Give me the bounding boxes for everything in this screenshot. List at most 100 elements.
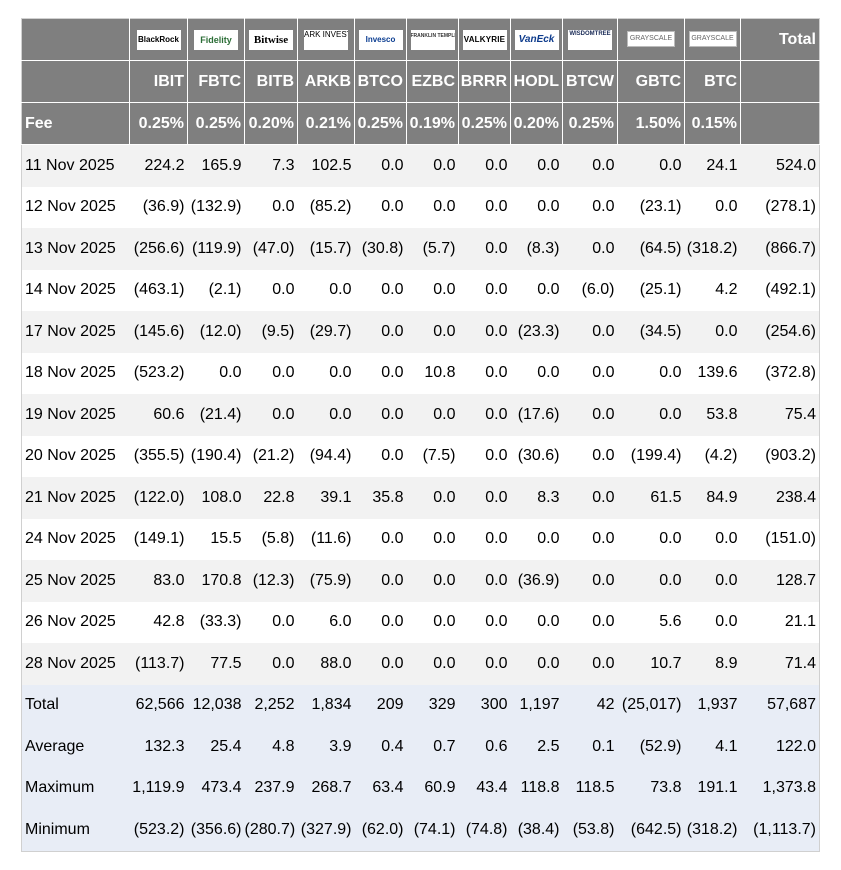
flow-cell: 108.0: [187, 477, 245, 519]
row-total-cell: (151.0): [740, 518, 820, 560]
flow-cell: (199.4): [617, 435, 685, 477]
flow-cell: 0.0: [244, 601, 298, 643]
flow-cell: 0.0: [458, 518, 511, 560]
flow-cell: 0.0: [354, 394, 407, 436]
flow-cell: 0.0: [562, 643, 618, 685]
flow-cell: (15.7): [297, 228, 355, 270]
fee-label: Fee: [21, 102, 130, 145]
flow-cell: 0.0: [684, 186, 741, 228]
summary-cell: 237.9: [244, 767, 298, 809]
summary-cell: (25,017): [617, 684, 685, 726]
summary-cell: 2.5: [510, 726, 563, 768]
flow-cell: 0.0: [617, 394, 685, 436]
summary-cell: 1,937: [684, 684, 741, 726]
flow-cell: 5.6: [617, 601, 685, 643]
ticker-corner-cell: [21, 60, 130, 103]
flow-cell: 0.0: [562, 186, 618, 228]
row-total-cell: (903.2): [740, 435, 820, 477]
summary-cell: 1,197: [510, 684, 563, 726]
logo-cell: Fidelity: [187, 18, 245, 61]
summary-cell: (523.2): [129, 809, 188, 851]
flow-cell: 0.0: [354, 601, 407, 643]
row-total-cell: (278.1): [740, 186, 820, 228]
summary-cell: 473.4: [187, 767, 245, 809]
row-total-cell: 128.7: [740, 560, 820, 602]
flow-cell: 61.5: [617, 477, 685, 519]
flow-cell: 0.0: [244, 394, 298, 436]
date-cell: 25 Nov 2025: [21, 560, 130, 602]
summary-cell: 0.1: [562, 726, 618, 768]
flow-cell: 0.0: [684, 518, 741, 560]
flow-cell: 0.0: [562, 228, 618, 270]
summary-cell: 191.1: [684, 767, 741, 809]
fee-cell: 0.21%: [297, 102, 355, 145]
flow-cell: 0.0: [187, 352, 245, 394]
flow-cell: (2.1): [187, 269, 245, 311]
summary-cell: 268.7: [297, 767, 355, 809]
flow-cell: (30.6): [510, 435, 563, 477]
summary-row: Maximum 1,119.9 473.4 237.9 268.7 63.4 60.9 43.…: [21, 767, 820, 809]
date-cell: 17 Nov 2025: [21, 311, 130, 353]
ticker-header: BITB: [244, 60, 298, 103]
flow-cell: 0.0: [617, 518, 685, 560]
summary-cell: 329: [406, 684, 459, 726]
flow-cell: (23.1): [617, 186, 685, 228]
flow-cell: (34.5): [617, 311, 685, 353]
summary-row: Minimum (523.2) (356.6) (280.7) (327.9) (62.0…: [21, 809, 820, 851]
flow-cell: 0.0: [458, 601, 511, 643]
valkyrie-logo: VALKYRIE: [462, 29, 507, 50]
flow-cell: (21.4): [187, 394, 245, 436]
logo-cell: GRAYSCALE: [684, 18, 741, 61]
ticker-header: ARKB: [297, 60, 355, 103]
summary-cell: 118.5: [562, 767, 618, 809]
flow-cell: (7.5): [406, 435, 459, 477]
flow-cell: 0.0: [617, 144, 685, 187]
fee-cell: 1.50%: [617, 102, 685, 145]
flow-cell: 165.9: [187, 144, 245, 187]
date-cell: 12 Nov 2025: [21, 186, 130, 228]
table-row: 14 Nov 2025 (463.1) (2.1) 0.0 0.0 0.0 0.0 0.0 0.…: [21, 269, 820, 311]
flow-cell: 0.0: [562, 435, 618, 477]
table-row: 26 Nov 2025 42.8 (33.3) 0.0 6.0 0.0 0.0 0.0 0.0 0…: [21, 601, 820, 643]
summary-cell: 118.8: [510, 767, 563, 809]
flow-cell: (6.0): [562, 269, 618, 311]
flow-cell: (145.6): [129, 311, 188, 353]
summary-cell: (74.8): [458, 809, 511, 851]
summary-cell: (62.0): [354, 809, 407, 851]
flow-cell: 0.0: [297, 352, 355, 394]
flow-cell: 0.0: [562, 144, 618, 187]
flow-cell: 0.0: [406, 269, 459, 311]
ticker-header: BTC: [684, 60, 741, 103]
flow-cell: (36.9): [129, 186, 188, 228]
logo-cell: FRANKLIN TEMPLETON: [406, 18, 459, 61]
table-row: 21 Nov 2025 (122.0) 108.0 22.8 39.1 35.8 0.0 0.…: [21, 477, 820, 519]
flow-cell: (318.2): [684, 228, 741, 270]
fidelity-logo: Fidelity: [194, 29, 238, 50]
fee-cell: 0.25%: [187, 102, 245, 145]
flow-cell: 0.0: [458, 186, 511, 228]
flow-cell: 0.0: [458, 477, 511, 519]
summary-cell: 42: [562, 684, 618, 726]
etf-flows-table-container: BlackRock Fidelity Bitwise ARK INVEST Invesc…: [21, 18, 820, 852]
flow-cell: (12.0): [187, 311, 245, 353]
flow-cell: 170.8: [187, 560, 245, 602]
flow-cell: (17.6): [510, 394, 563, 436]
flow-cell: (463.1): [129, 269, 188, 311]
flow-cell: 0.0: [684, 311, 741, 353]
flow-cell: (4.2): [684, 435, 741, 477]
flow-cell: 0.0: [562, 394, 618, 436]
flow-cell: (25.1): [617, 269, 685, 311]
flow-cell: (119.9): [187, 228, 245, 270]
summary-label: Total: [21, 684, 130, 726]
flow-cell: (122.0): [129, 477, 188, 519]
summary-cell: (327.9): [297, 809, 355, 851]
fee-cell: 0.25%: [458, 102, 511, 145]
flow-cell: 0.0: [354, 518, 407, 560]
flow-cell: 84.9: [684, 477, 741, 519]
summary-cell: (53.8): [562, 809, 618, 851]
logo-cell: WISDOMTREE: [562, 18, 618, 61]
flow-cell: 53.8: [684, 394, 741, 436]
summary-cell: (52.9): [617, 726, 685, 768]
flow-cell: (355.5): [129, 435, 188, 477]
summary-cell: 12,038: [187, 684, 245, 726]
